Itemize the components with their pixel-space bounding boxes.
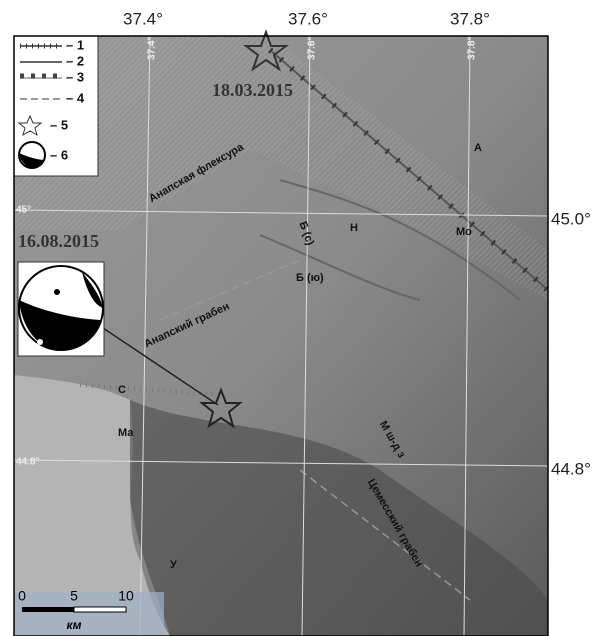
grid-label: 44.8°: [16, 457, 39, 468]
legend-label: – 5: [50, 117, 68, 132]
legend-label: – 1: [66, 37, 84, 52]
lon-label: 37.8°: [450, 9, 490, 28]
legend-label: – 3: [66, 69, 84, 84]
scale-box: [14, 592, 164, 636]
lat-label: 45.0°: [551, 209, 591, 228]
lat-label: 44.8°: [551, 459, 591, 478]
lon-label: 37.6°: [288, 9, 328, 28]
lon-label: 37.4°: [123, 9, 163, 28]
map: 37.4° 37.6° 37.8° 45° 44.8° Анапская фле…: [14, 32, 548, 636]
grid-label: 37.8°: [467, 37, 478, 60]
grid-label: 37.4°: [147, 37, 158, 60]
event-date: 16.08.2015: [18, 231, 99, 251]
scale-unit: км: [67, 618, 82, 632]
grid-label: 45°: [16, 205, 31, 216]
map-figure: 37.4° 37.6° 37.8° 45° 44.8° Анапская фле…: [0, 0, 597, 636]
place: Б (ю): [296, 272, 324, 284]
scale-tick: 5: [70, 588, 78, 604]
place: А: [474, 142, 482, 154]
legend: – 1 – 2 – 3 – 4 – 5 – 6: [14, 36, 98, 176]
place: Н: [350, 222, 358, 234]
place: С: [118, 384, 126, 396]
place: У: [170, 559, 177, 571]
legend-label: – 2: [66, 53, 84, 68]
place: Ма: [118, 427, 134, 439]
scale-tick: 0: [18, 588, 26, 604]
event-date: 18.03.2015: [212, 80, 293, 100]
legend-label: – 4: [66, 90, 85, 105]
place: Мо: [456, 226, 472, 238]
grid-label: 37.6°: [307, 37, 318, 60]
scale-tick: 10: [118, 588, 134, 604]
legend-label: – 6: [50, 147, 68, 162]
